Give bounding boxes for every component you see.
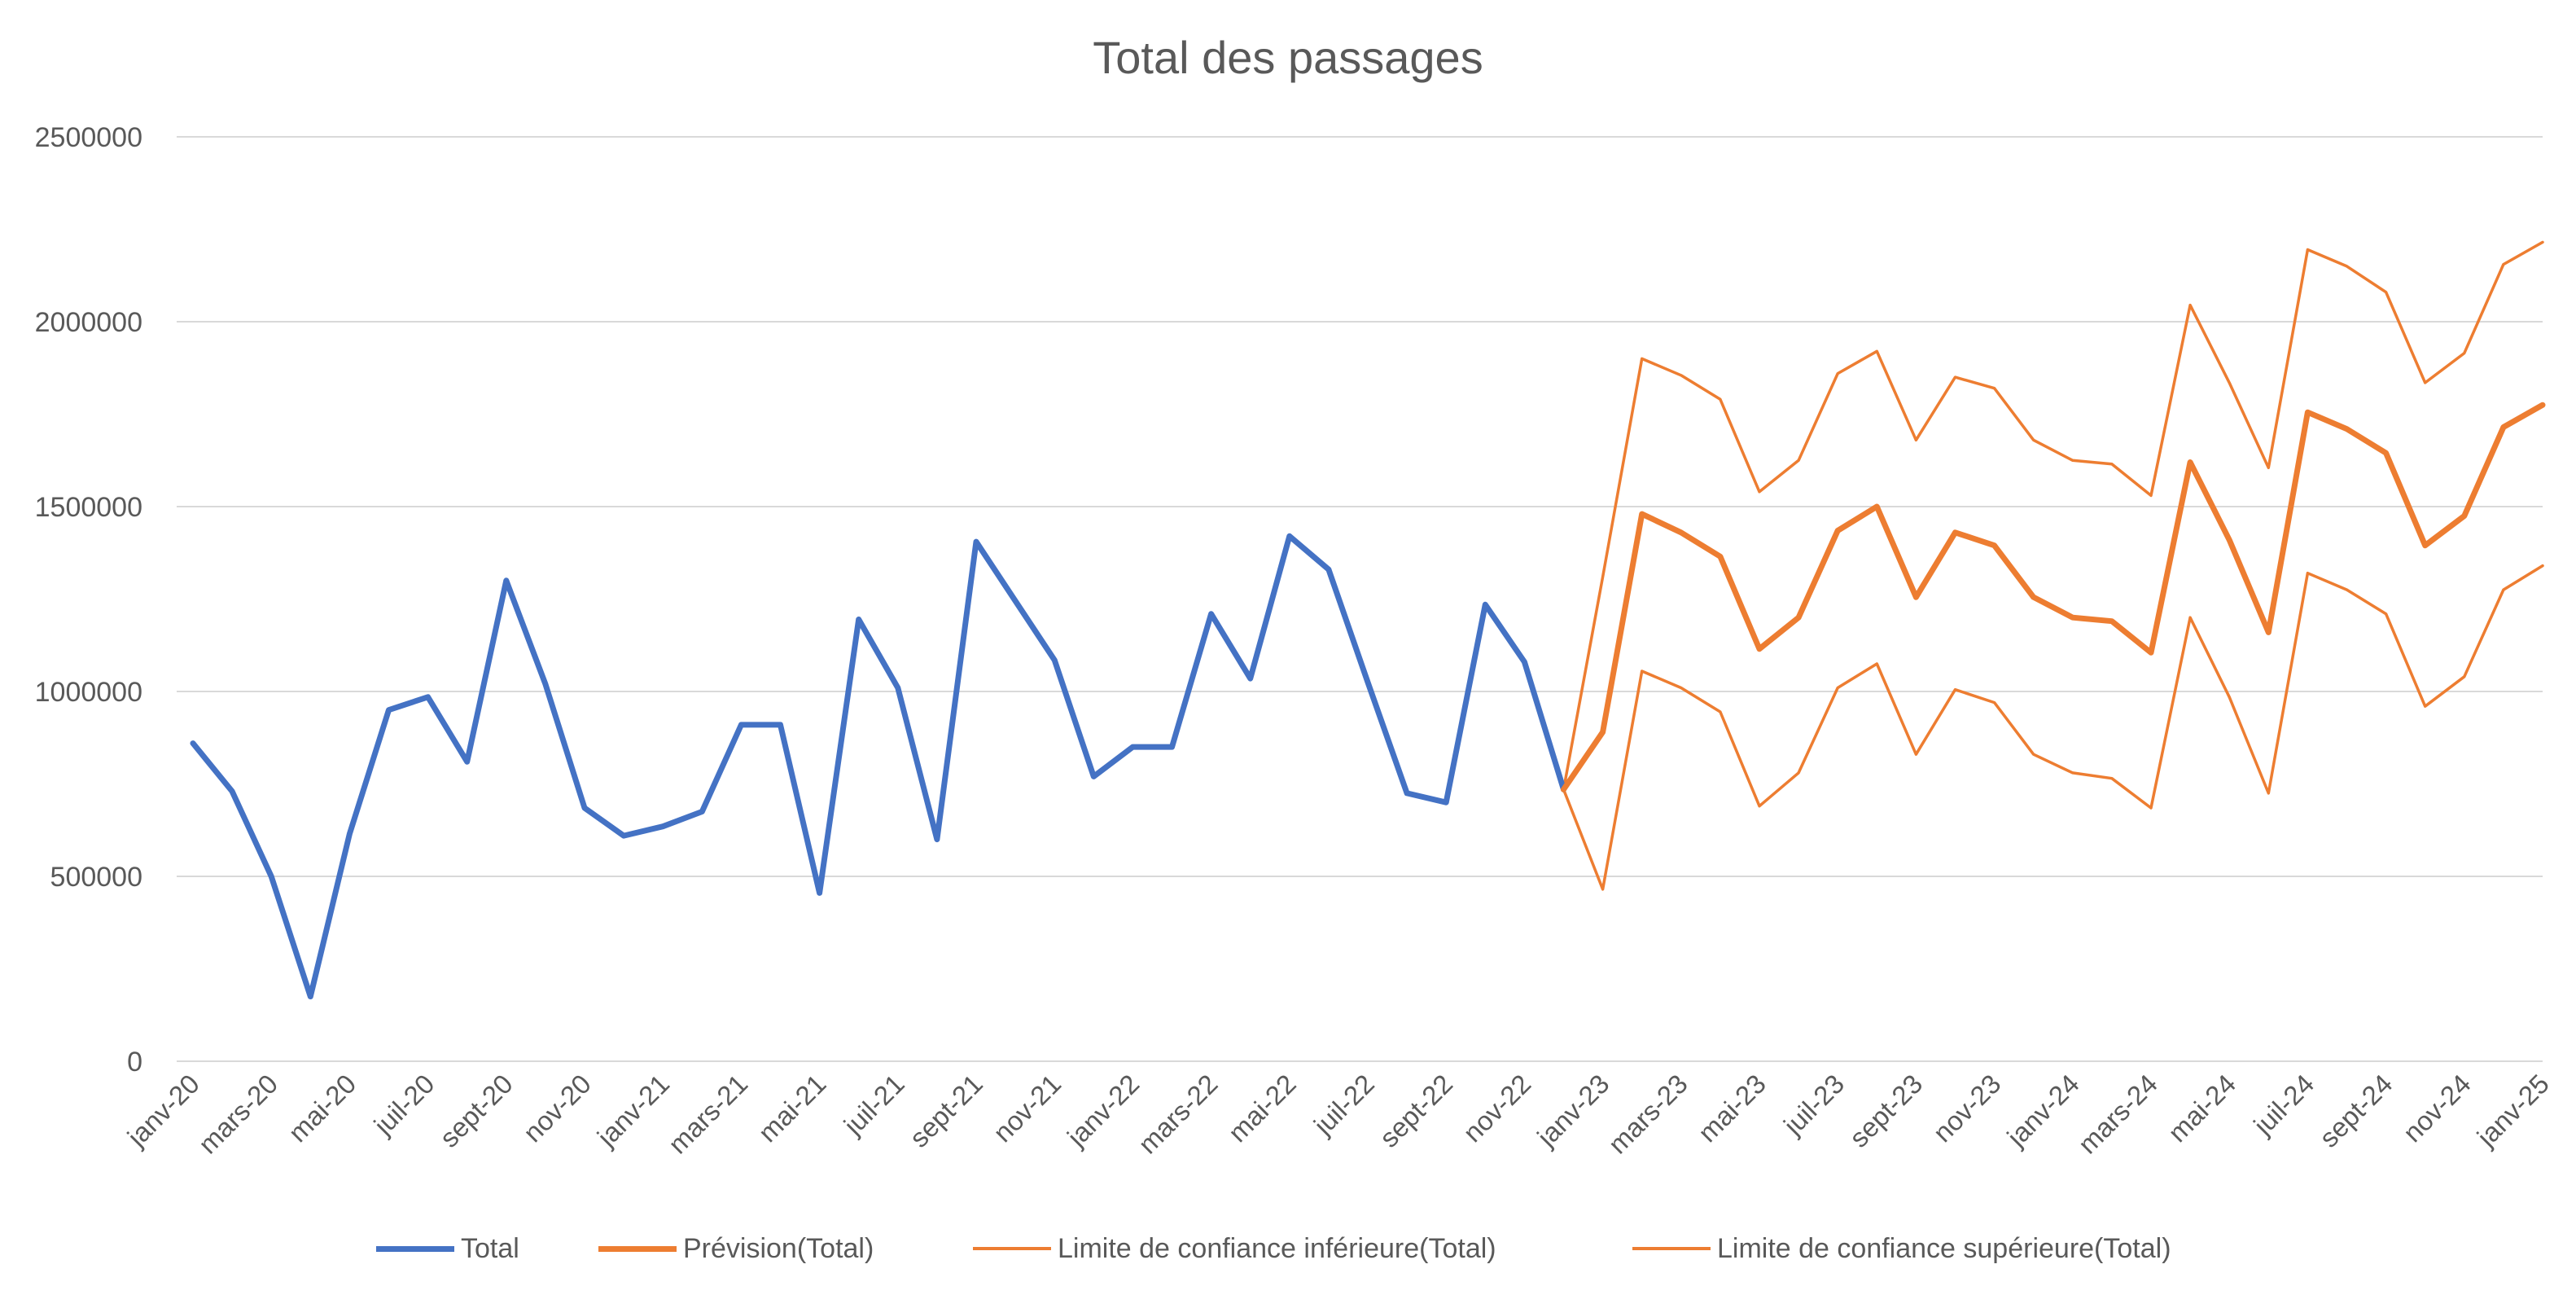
x-tick-label: mars-22 <box>1132 1069 1224 1160</box>
legend-label: Total <box>461 1232 519 1264</box>
y-tick-label: 2000000 <box>35 307 142 338</box>
legend-swatch <box>1632 1247 1711 1250</box>
legend-item: Total <box>376 1224 519 1273</box>
x-tick-label: nov-23 <box>1927 1069 2007 1148</box>
legend-label: Limite de confiance supérieure(Total) <box>1717 1232 2171 1264</box>
x-tick-label: sept-24 <box>2314 1069 2399 1153</box>
x-tick-label: nov-20 <box>517 1069 597 1148</box>
x-tick-label: janv-24 <box>2000 1069 2084 1152</box>
x-tick-label: sept-20 <box>434 1069 519 1153</box>
x-tick-label: nov-21 <box>988 1069 1067 1148</box>
x-tick-label: mai-21 <box>752 1069 831 1148</box>
x-tick-label: mars-24 <box>2072 1069 2163 1160</box>
x-tick-label: janv-23 <box>1531 1069 1614 1152</box>
y-tick-label: 1000000 <box>35 677 142 708</box>
x-tick-label: nov-22 <box>1457 1069 1537 1148</box>
series-line-1 <box>1561 402 2546 792</box>
x-tick-label: mars-20 <box>192 1069 283 1160</box>
chart-title: Total des passages <box>1093 32 1483 83</box>
legend-item: Prévision(Total) <box>598 1224 874 1273</box>
x-tick-label: juil-24 <box>2247 1069 2320 1141</box>
x-tick-label: mars-23 <box>1602 1069 1693 1160</box>
series-line-2 <box>1562 564 2544 891</box>
x-tick-label: mai-24 <box>2162 1069 2241 1148</box>
x-tick-label: juil-20 <box>367 1069 440 1141</box>
legend-swatch <box>376 1245 454 1252</box>
y-tick-label: 0 <box>127 1047 142 1078</box>
x-tick-label: janv-22 <box>1061 1069 1145 1152</box>
legend-swatch <box>598 1245 677 1252</box>
x-tick-label: sept-21 <box>904 1069 988 1153</box>
x-tick-label: sept-23 <box>1843 1069 1928 1153</box>
x-tick-label: janv-25 <box>2471 1069 2555 1152</box>
series-lines <box>190 240 2546 999</box>
x-tick-label: sept-22 <box>1373 1069 1458 1153</box>
x-tick-label: mars-21 <box>663 1069 754 1160</box>
legend-item: Limite de confiance supérieure(Total) <box>1632 1224 2171 1273</box>
legend-label: Limite de confiance inférieure(Total) <box>1058 1232 1496 1264</box>
y-axis-ticks: 0 500000 1000000 1500000 2000000 2500000 <box>35 122 142 1078</box>
legend-item: Limite de confiance inférieure(Total) <box>973 1224 1496 1273</box>
x-tick-label: mai-22 <box>1222 1069 1301 1148</box>
x-tick-label: janv-20 <box>121 1069 205 1152</box>
x-tick-label: juil-21 <box>838 1069 910 1141</box>
x-tick-label: nov-24 <box>2397 1069 2477 1148</box>
legend-swatch <box>973 1247 1051 1250</box>
x-tick-label: janv-21 <box>591 1069 675 1152</box>
y-tick-label: 500000 <box>50 862 142 893</box>
gridlines <box>177 136 2543 1062</box>
legend: Total Prévision(Total) Limite de confiance… <box>0 1224 2576 1273</box>
y-tick-label: 2500000 <box>35 122 142 153</box>
x-tick-label: juil-23 <box>1777 1069 1850 1141</box>
x-tick-label: mai-20 <box>283 1069 361 1148</box>
legend-label: Prévision(Total) <box>683 1232 874 1264</box>
x-tick-label: juil-22 <box>1308 1069 1380 1141</box>
y-tick-label: 1500000 <box>35 492 142 523</box>
series-line-0 <box>190 533 1566 999</box>
series-line-3 <box>1562 240 2544 792</box>
x-tick-label: mai-23 <box>1692 1069 1771 1148</box>
